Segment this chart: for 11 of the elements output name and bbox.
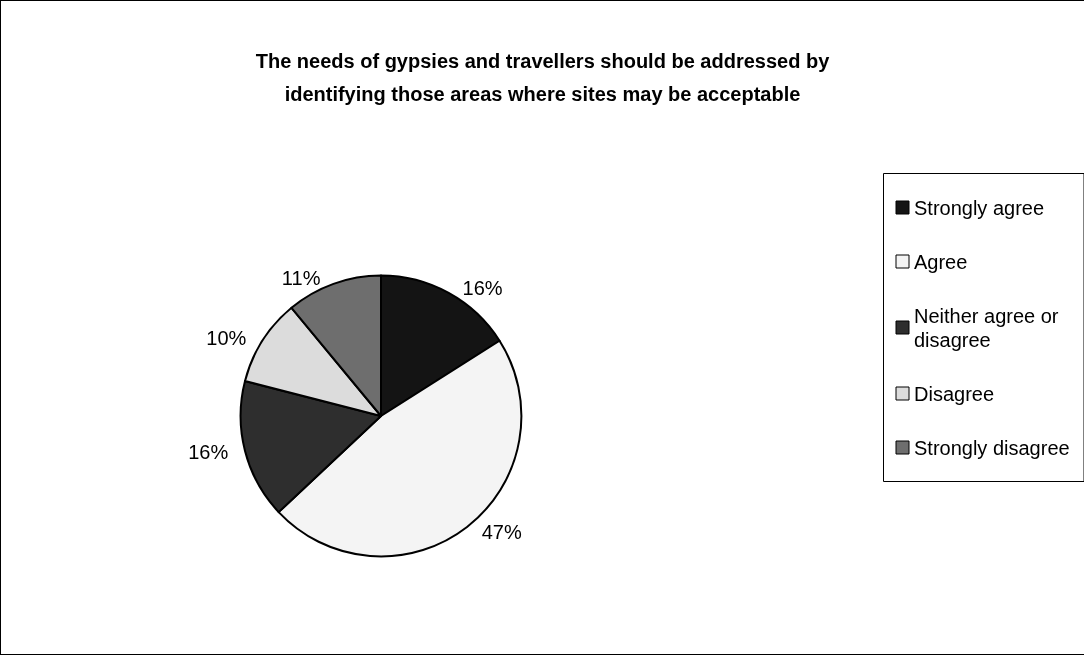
chart-title: The needs of gypsies and travellers should be addressed by identifying those areas where sites may be acceptable [255,49,831,105]
data-label: 47% [481,520,522,543]
data-label: 16% [188,441,229,464]
data-label: 16% [462,276,503,299]
legend-label: Neither agree or disagree [914,304,1065,351]
legend-label: Strongly agree [914,196,1045,219]
legend-label: Disagree [914,382,995,405]
data-label: 11% [281,267,321,290]
data-label: 10% [206,326,247,349]
legend-label: Agree [914,250,968,273]
legend-label: Strongly disagree [914,436,1070,459]
